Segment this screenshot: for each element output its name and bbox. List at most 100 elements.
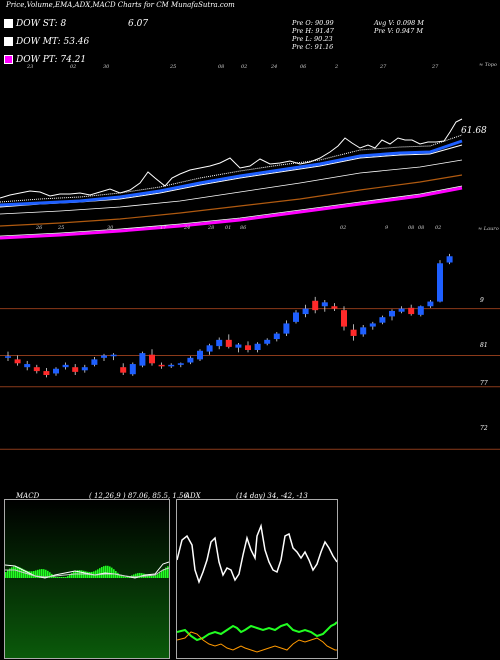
candle-body — [389, 310, 395, 317]
candle-body — [24, 364, 31, 368]
ema-top-tick: 02 — [241, 64, 248, 70]
candle-body — [81, 367, 88, 371]
macd-bar — [23, 569, 25, 578]
candle-body — [398, 308, 405, 312]
macd-panel — [4, 499, 170, 659]
ema-top-tick: 24 — [271, 64, 278, 70]
legend-swatch-pt — [4, 55, 13, 64]
candle-body — [53, 368, 59, 374]
candle-body — [293, 312, 299, 322]
macd-bar — [89, 572, 91, 578]
price-y-tick: 72 — [480, 425, 488, 432]
legend-label-st: DOW ST: 8 — [16, 19, 67, 29]
candles — [5, 253, 453, 378]
ema-top-tick: 23 — [27, 64, 34, 70]
ema-bottom-tick: 30 — [107, 225, 114, 231]
macd-bar — [57, 577, 59, 578]
candle-body — [245, 345, 251, 350]
macd-bar — [65, 577, 67, 578]
ema-top-tick: 27 — [432, 64, 439, 70]
macd-signal-line — [5, 567, 169, 578]
info-pre-o: Pre O: 90.99 — [292, 19, 334, 27]
candle-body — [14, 359, 21, 364]
support-levels — [0, 308, 500, 450]
adx-panel — [176, 499, 338, 659]
ema-bottom-tick: 24 — [184, 225, 191, 231]
candle-body — [283, 323, 290, 334]
ema-top-tick: 06 — [300, 64, 307, 70]
macd-bar — [33, 571, 35, 578]
macd-bar — [153, 575, 155, 578]
candle-body — [302, 308, 309, 315]
candle-body — [235, 344, 242, 348]
macd-bar — [39, 569, 41, 578]
candle-body — [360, 327, 367, 335]
macd-bar — [135, 573, 137, 578]
adx-plus-line — [177, 621, 337, 642]
macd-bar — [25, 570, 27, 578]
macd-bar — [149, 575, 151, 578]
candle-body — [206, 345, 213, 352]
ema-top-tick: 02 — [70, 64, 77, 70]
macd-bar — [99, 568, 101, 578]
macd-bar — [133, 574, 135, 578]
legend-mt: DOW MT: 53.46 — [4, 37, 89, 48]
price-y-tick: 9 — [480, 297, 484, 304]
macd-chart — [5, 561, 169, 579]
macd-bar — [95, 570, 97, 578]
legend-swatch-st — [4, 19, 13, 28]
macd-bar — [55, 577, 57, 578]
candle-body — [43, 371, 50, 375]
ema-top-tick: 2 — [335, 64, 339, 70]
candle-body — [129, 364, 136, 375]
adx-label: ADX — [185, 492, 201, 500]
candle-body — [350, 329, 357, 336]
ema-top-tick: 08 — [218, 64, 225, 70]
ema-last-label: 61.68 — [461, 126, 487, 136]
macd-bar — [17, 566, 19, 578]
ema-top-tick: 27 — [380, 64, 387, 70]
candle-body — [264, 339, 271, 344]
candle-body — [216, 339, 223, 347]
info-pre-v: Pre V: 0.947 M — [374, 27, 424, 35]
macd-bar — [167, 566, 169, 578]
ema-bottom-tick: 08 — [408, 225, 415, 231]
candle-body — [408, 307, 415, 315]
macd-bar — [35, 570, 37, 578]
macd-bar — [127, 576, 129, 578]
macd-bar — [159, 572, 161, 578]
macd-bar — [47, 570, 49, 578]
macd-params: ( 12,26,9 ) 87.06, 85.5, 1.56 — [89, 492, 188, 500]
candle-body — [33, 367, 40, 372]
macd-bar — [111, 567, 113, 578]
candle-body — [187, 357, 194, 363]
candle-body — [197, 350, 203, 360]
adx-chart — [177, 523, 337, 653]
macd-bar — [85, 571, 87, 578]
candle-body — [437, 263, 443, 302]
macd-label: MACD — [16, 492, 40, 500]
legend-label-pt: DOW PT: 74.21 — [16, 55, 87, 65]
macd-bar — [69, 574, 71, 578]
legend-swatch-mt — [4, 37, 13, 46]
candle-body — [177, 363, 184, 365]
price-y-tick: 77 — [480, 380, 488, 387]
ema-bottom-tick: 25 — [58, 225, 65, 231]
ema-bottom-tick: 86 — [240, 225, 247, 231]
candle-body — [427, 301, 434, 307]
macd-bar — [53, 575, 55, 578]
macd-bar — [107, 565, 109, 578]
macd-bar — [161, 570, 163, 578]
macd-bar — [157, 574, 159, 578]
info-pre-c: Pre C: 91.16 — [292, 43, 334, 51]
macd-bar — [11, 567, 13, 578]
ema-bottom-tick: 02 — [435, 225, 442, 231]
adx-white-line — [177, 523, 337, 585]
macd-bar — [61, 577, 63, 578]
macd-bar — [109, 566, 111, 578]
candle-body — [101, 355, 107, 358]
ema-bottom-tick: 28 — [208, 225, 215, 231]
price-y-tick: 81 — [480, 342, 488, 349]
macd-bar — [139, 572, 141, 578]
macd-bar — [21, 568, 23, 578]
